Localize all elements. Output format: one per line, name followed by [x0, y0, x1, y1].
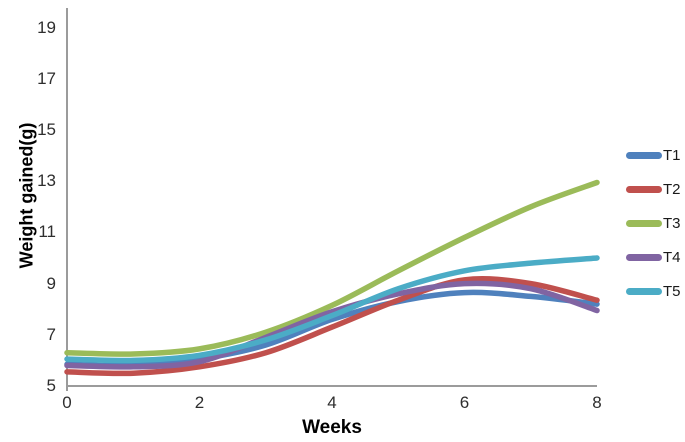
- x-tick-label-6: 6: [459, 393, 470, 412]
- y-tick-label-19: 19: [37, 17, 56, 37]
- legend-swatch-icon: [626, 287, 662, 295]
- series-line-T5: [64, 255, 600, 364]
- legend-swatch-icon: [626, 151, 662, 159]
- legend-swatch-icon: [626, 219, 662, 227]
- legend-swatch-icon: [626, 185, 662, 193]
- series-line-T2: [64, 276, 600, 377]
- y-tick-label-13: 13: [37, 171, 56, 191]
- x-tick-label-8: 8: [592, 393, 602, 412]
- legend-label: T4: [663, 248, 681, 266]
- legend-label: T1: [663, 146, 681, 164]
- y-tick-label-7: 7: [46, 324, 56, 344]
- x-tick-label-0: 0: [62, 393, 72, 412]
- y-tick-label-11: 11: [38, 222, 56, 242]
- legend-swatch-icon: [626, 253, 662, 261]
- y-tick-label-5: 5: [46, 376, 56, 395]
- y-tick-label-15: 15: [37, 120, 56, 139]
- x-tick-label-2: 2: [194, 393, 205, 412]
- legend-item-T5: T5: [626, 274, 681, 308]
- series-line-T3: [64, 179, 600, 357]
- x-tick-label-4: 4: [327, 393, 337, 412]
- legend-item-T3: T3: [626, 206, 681, 240]
- legend-item-T4: T4: [626, 240, 681, 274]
- legend-item-T2: T2: [626, 172, 681, 206]
- axis-lines: [66, 8, 597, 391]
- y-tick-label-17: 17: [37, 68, 56, 88]
- legend-label: T5: [663, 282, 681, 300]
- legend-label: T2: [663, 180, 681, 198]
- legend-label: T3: [663, 214, 681, 232]
- x-axis-title: Weeks: [302, 417, 362, 438]
- y-tick-label-9: 9: [46, 273, 56, 293]
- legend: T1 T2 T3 T4 T5: [626, 138, 681, 308]
- series-line-T4: [64, 280, 600, 370]
- legend-item-T1: T1: [626, 138, 681, 172]
